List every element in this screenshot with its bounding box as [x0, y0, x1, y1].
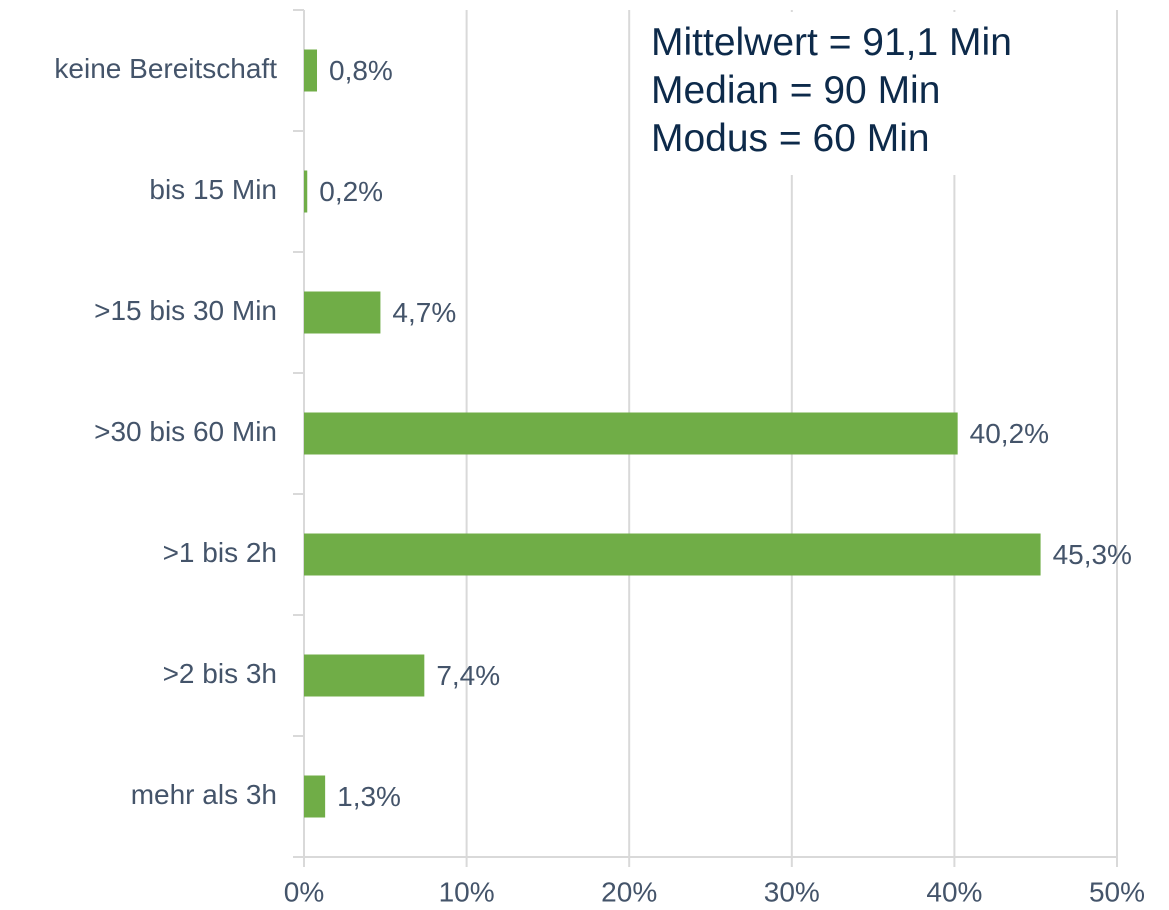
- x-tick-label: 40%: [926, 876, 982, 907]
- y-tick-label: >2 bis 3h: [163, 658, 277, 689]
- data-label: 40,2%: [970, 418, 1049, 449]
- data-label: 0,8%: [329, 55, 393, 86]
- x-tick-label: 30%: [764, 876, 820, 907]
- y-tick-label: >1 bis 2h: [163, 537, 277, 568]
- bar: [304, 533, 1041, 576]
- bar: [304, 412, 958, 455]
- data-label: 45,3%: [1053, 539, 1132, 570]
- x-tick-label: 10%: [439, 876, 495, 907]
- data-label: 1,3%: [337, 781, 401, 812]
- bar: [304, 49, 318, 92]
- bar: [304, 654, 425, 697]
- data-label: 4,7%: [392, 297, 456, 328]
- y-tick-label: >30 bis 60 Min: [94, 416, 277, 447]
- bar: [304, 170, 308, 213]
- y-tick-label: keine Bereitschaft: [54, 53, 277, 84]
- annotation: Modus = 60 Min: [651, 117, 930, 160]
- x-tick-label: 20%: [601, 876, 657, 907]
- x-tick-label: 50%: [1089, 876, 1145, 907]
- data-label: 0,2%: [319, 176, 383, 207]
- bar: [304, 775, 326, 818]
- annotation: Median = 90 Min: [651, 69, 940, 112]
- annotation-box: [640, 12, 1060, 175]
- annotation: Mittelwert = 91,1 Min: [651, 21, 1012, 64]
- y-tick-label: mehr als 3h: [131, 779, 277, 810]
- data-label: 7,4%: [436, 660, 500, 691]
- bar: [304, 291, 381, 334]
- y-tick-label: >15 bis 30 Min: [94, 295, 277, 326]
- y-tick-label: bis 15 Min: [149, 174, 277, 205]
- x-tick-label: 0%: [284, 876, 324, 907]
